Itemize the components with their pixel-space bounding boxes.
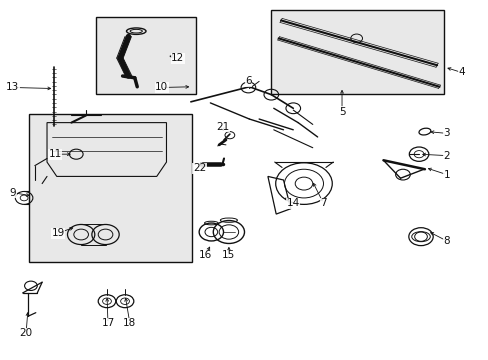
Bar — [29, 114, 192, 262]
Text: 15: 15 — [222, 250, 235, 260]
Text: 7: 7 — [320, 198, 326, 208]
Text: 14: 14 — [286, 198, 299, 208]
Text: 16: 16 — [199, 250, 212, 260]
Text: 17: 17 — [101, 319, 114, 328]
Text: 18: 18 — [123, 319, 136, 328]
Bar — [96, 17, 195, 94]
Text: 12: 12 — [171, 53, 184, 63]
Text: 6: 6 — [244, 76, 251, 86]
Text: 20: 20 — [20, 328, 33, 338]
Text: 11: 11 — [49, 149, 62, 159]
Text: 2: 2 — [443, 150, 449, 161]
Text: 3: 3 — [443, 129, 449, 138]
Text: 10: 10 — [155, 82, 168, 93]
Text: 21: 21 — [216, 122, 229, 132]
Bar — [271, 10, 444, 94]
Text: 4: 4 — [457, 67, 464, 77]
Text: 5: 5 — [338, 107, 345, 117]
Text: 22: 22 — [193, 163, 206, 173]
Text: 8: 8 — [443, 236, 449, 246]
Text: 1: 1 — [443, 170, 449, 180]
Text: 9: 9 — [10, 188, 16, 198]
Text: 19: 19 — [52, 228, 65, 238]
Text: 13: 13 — [6, 82, 20, 93]
